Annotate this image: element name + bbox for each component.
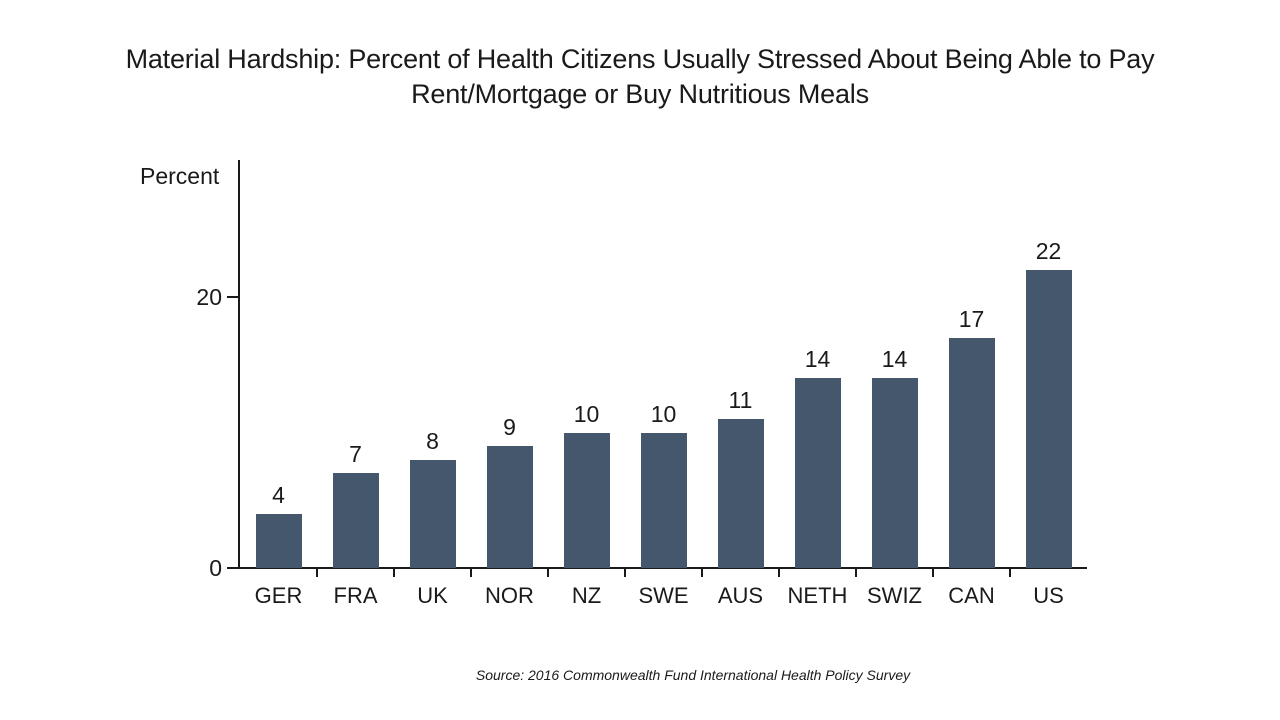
category-label-us: US — [1033, 583, 1064, 608]
chart-title: Material Hardship: Percent of Health Cit… — [125, 44, 1155, 109]
bar-value-label: 10 — [573, 400, 600, 427]
x-axis-tick — [701, 569, 703, 577]
x-axis-tick — [932, 569, 934, 577]
category-label-nor: NOR — [485, 583, 534, 608]
bar-neth — [794, 378, 841, 568]
bar-ger — [255, 513, 302, 568]
bar-nor — [486, 446, 533, 568]
bar-fra — [332, 473, 379, 568]
y-axis-tick — [227, 296, 239, 298]
category-label-fra: FRA — [333, 583, 378, 608]
category-label-ger: GER — [254, 583, 303, 608]
bar-value-label: 14 — [881, 346, 908, 373]
x-axis-tick — [1009, 569, 1011, 577]
category-label-swiz: SWIZ — [867, 583, 922, 608]
source-note: Source: 2016 Commonwealth Fund Internati… — [475, 667, 911, 683]
bar-value-label: 10 — [650, 400, 677, 427]
category-label-nz: NZ — [571, 583, 602, 608]
category-label-swe: SWE — [638, 583, 689, 608]
bar-uk — [409, 459, 456, 568]
category-label-can: CAN — [948, 583, 995, 608]
x-axis-line — [238, 567, 1087, 569]
category-label-aus: AUS — [717, 583, 764, 608]
bar-can — [948, 337, 995, 568]
y-axis-tick — [227, 567, 239, 569]
bar-value-label: 7 — [349, 441, 362, 468]
x-axis-tick — [547, 569, 549, 577]
bar-swiz — [871, 378, 918, 568]
y-axis-label: Percent — [140, 163, 220, 189]
bar-us — [1025, 269, 1072, 568]
bar-value-label: 11 — [728, 386, 753, 413]
bar-value-label: 17 — [958, 305, 985, 332]
x-axis-tick — [470, 569, 472, 577]
category-label-neth: NETH — [787, 583, 848, 608]
bar-value-label: 14 — [804, 346, 831, 373]
bar-value-label: 22 — [1035, 237, 1062, 264]
y-axis-tick-label: 20 — [196, 284, 222, 310]
category-label-uk: UK — [417, 583, 448, 608]
bar-value-label: 9 — [503, 414, 516, 441]
x-axis-tick — [316, 569, 318, 577]
x-axis-tick — [855, 569, 857, 577]
x-axis-tick — [778, 569, 780, 577]
y-axis-tick-label: 0 — [209, 555, 222, 581]
bar-aus — [717, 418, 764, 568]
bar-swe — [640, 432, 687, 568]
x-axis-tick — [393, 569, 395, 577]
x-axis-tick — [624, 569, 626, 577]
bar-nz — [563, 432, 610, 568]
bar-value-label: 8 — [426, 427, 439, 454]
bar-value-label: 4 — [272, 481, 285, 508]
y-axis-line — [238, 160, 240, 569]
